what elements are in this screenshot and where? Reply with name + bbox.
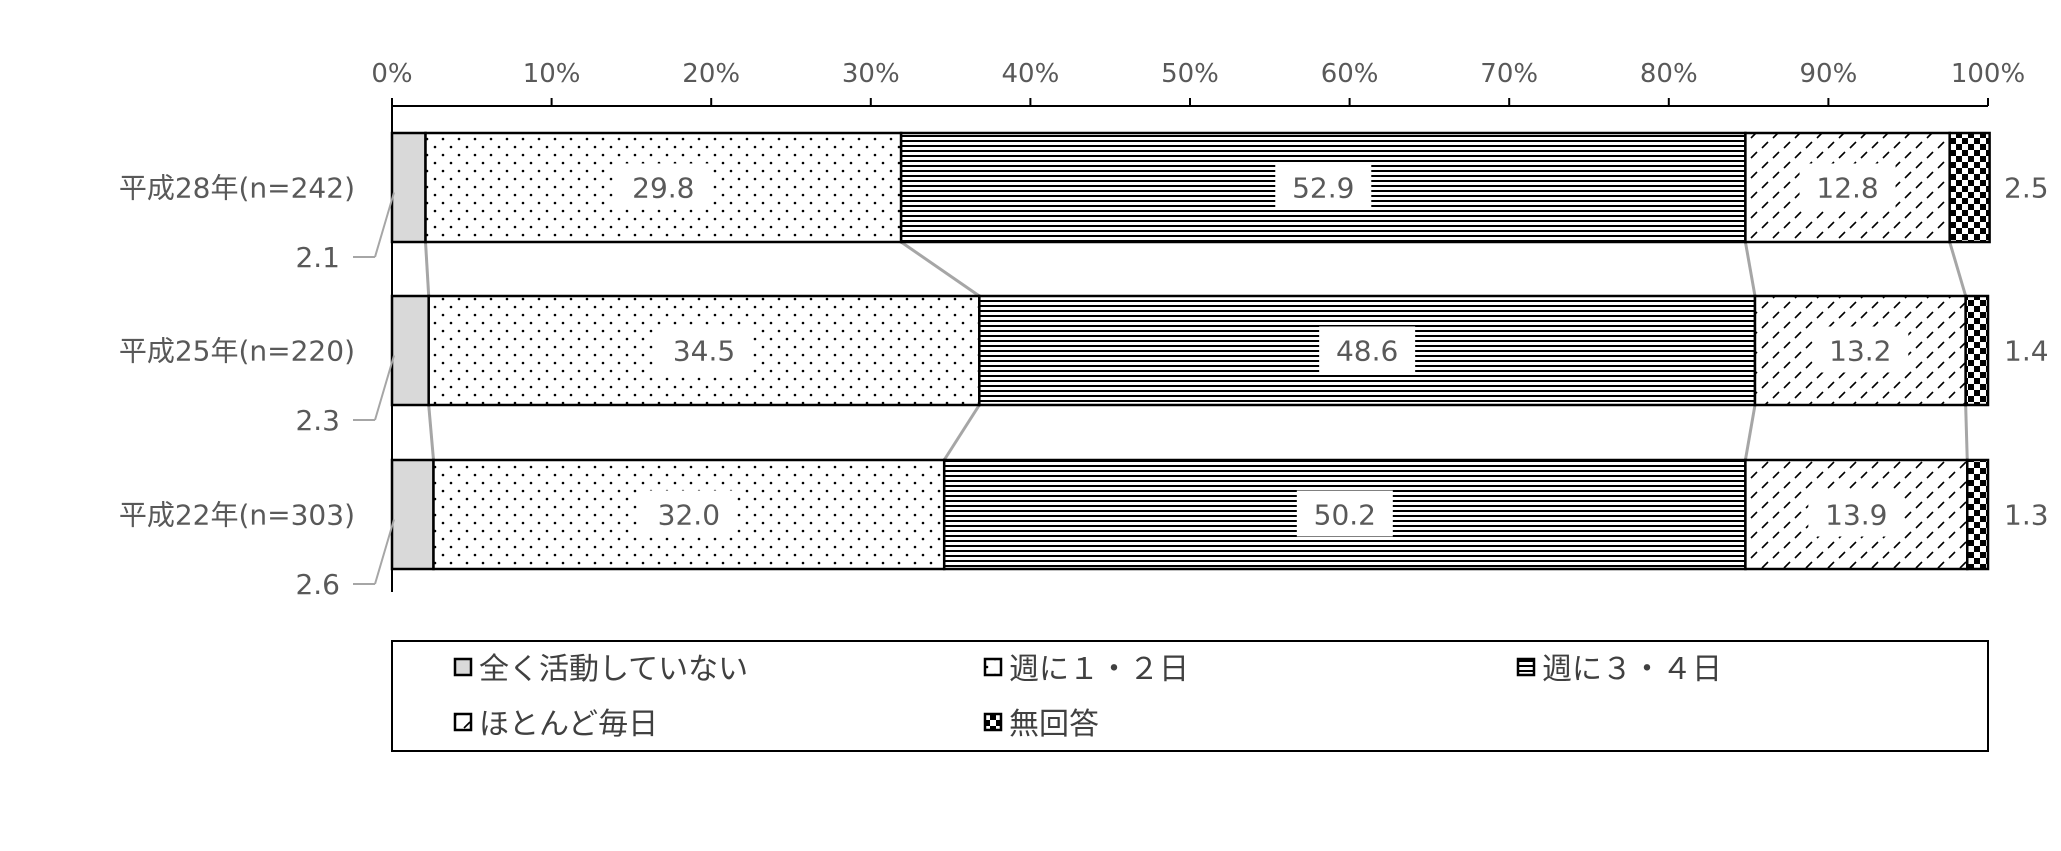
- series-line: [1948, 241, 1968, 297]
- bar-segment: [1964, 294, 1990, 407]
- data-label-bg: [1275, 163, 1372, 210]
- legend-swatch: [1516, 657, 1536, 677]
- bar-segment: [390, 294, 430, 407]
- bar-segment: [1948, 131, 1991, 244]
- tick-label: 0%: [371, 59, 412, 89]
- data-label: 13.2: [1829, 335, 1891, 368]
- tick-label: 80%: [1640, 59, 1698, 89]
- labels: 平成28年(n=242) 平成25年(n=220) 平成22年(n=303) 2.1 2…: [119, 163, 2049, 601]
- data-label: 1.3: [2004, 499, 2049, 532]
- tick-label: 70%: [1480, 59, 1538, 89]
- series-line: [1964, 404, 1969, 461]
- legend-label: 週に１・２日: [1009, 652, 1189, 687]
- legend-label: 週に３・４日: [1542, 652, 1722, 687]
- x-axis: 0% 10% 20% 30% 40% 50% 60% 70% 80% 90% 100%: [371, 59, 2025, 592]
- tick-label: 20%: [682, 59, 740, 89]
- bar-segment: [1753, 294, 1967, 407]
- data-label-bg: [615, 163, 712, 210]
- legend-label: 無回答: [1009, 707, 1099, 742]
- data-label: 2.3: [295, 404, 340, 437]
- legend-swatch: [453, 657, 473, 677]
- leader-line: [374, 355, 395, 421]
- series-line: [1743, 404, 1757, 461]
- bar-segment: [390, 458, 435, 571]
- data-label-bg: [656, 326, 753, 373]
- data-label-bg: [1296, 490, 1393, 537]
- data-label: 12.8: [1816, 172, 1878, 205]
- series-line: [427, 404, 435, 461]
- data-label-bg: [1319, 326, 1416, 373]
- legend-swatch: [453, 712, 473, 732]
- data-label-bg: [1808, 490, 1905, 537]
- data-label: 52.9: [1292, 172, 1354, 205]
- data-label: 29.8: [632, 172, 694, 205]
- data-label: 34.5: [673, 335, 735, 368]
- tick-label: 40%: [1002, 59, 1060, 89]
- series-lines: [424, 240, 1969, 461]
- data-label: 1.4: [2004, 335, 2049, 368]
- tick-label: 90%: [1800, 59, 1858, 89]
- data-label: 48.6: [1336, 335, 1398, 368]
- legend-swatch: [983, 657, 1003, 677]
- series-line: [1743, 241, 1757, 297]
- data-label-bg: [640, 490, 737, 537]
- data-label: 2.6: [295, 568, 340, 601]
- bar-segment: [390, 131, 427, 244]
- tick-label: 60%: [1321, 59, 1379, 89]
- bar-segment: [1966, 458, 1990, 571]
- category-label: 平成28年(n=242): [119, 172, 355, 205]
- data-label: 2.1: [295, 241, 340, 274]
- legend-label: 全く活動していない: [479, 652, 748, 687]
- tick-label: 50%: [1161, 59, 1219, 89]
- data-label: 2.5: [2004, 172, 2049, 205]
- tick-label: 30%: [842, 59, 900, 89]
- data-label: 13.9: [1825, 499, 1887, 532]
- series-line: [424, 241, 431, 297]
- leader-line: [374, 192, 395, 258]
- tick-label: 100%: [1951, 59, 2025, 89]
- legend-box: [391, 640, 1989, 752]
- tick-label: 10%: [523, 59, 581, 89]
- legend-label: ほとんど毎日: [479, 707, 658, 742]
- series-line: [900, 240, 981, 298]
- data-label-bg: [1812, 326, 1909, 373]
- data-label: 32.0: [658, 499, 720, 532]
- data-label: 50.2: [1314, 499, 1376, 532]
- series-line: [942, 404, 981, 461]
- category-label: 平成22年(n=303): [119, 499, 355, 532]
- leader-line: [374, 519, 395, 585]
- data-label-bg: [1799, 163, 1896, 210]
- category-label: 平成25年(n=220): [119, 335, 355, 368]
- legend-swatch: [983, 712, 1003, 732]
